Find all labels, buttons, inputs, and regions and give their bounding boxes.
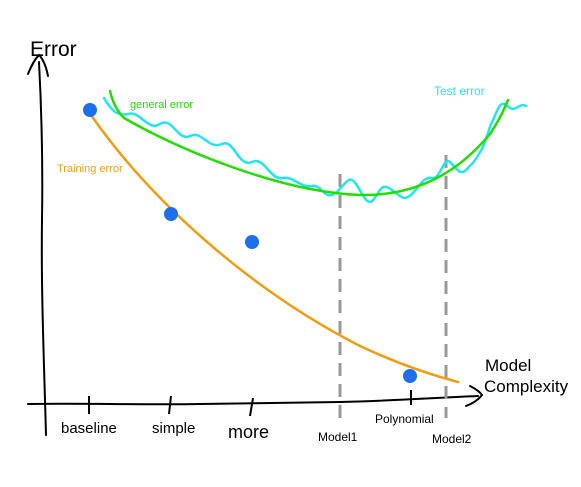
x-axis-label-line2: Complexity [484, 377, 569, 396]
x-axis-arrowhead [465, 385, 484, 407]
x-axis [27, 395, 479, 406]
training-error-label: Training error [57, 163, 123, 175]
y-axis-label: Error [30, 38, 77, 61]
data-point-polynomial [403, 369, 417, 383]
test-error-curve [102, 96, 528, 203]
x-tick-label-baseline: baseline [61, 420, 117, 437]
test-error-label: Test error [434, 84, 485, 98]
reference-label-model1: Model1 [318, 430, 358, 444]
training-error-curve [89, 113, 460, 384]
x-axis-label-line1: Model [485, 356, 531, 375]
general-error-curve [108, 89, 510, 197]
general-error-label: general error [130, 99, 193, 111]
data-point-more [245, 235, 259, 249]
data-point-baseline [83, 103, 97, 117]
x-tick-simple [168, 395, 172, 415]
x-tick-label-simple: simple [152, 420, 195, 437]
reference-label-model2: Model2 [432, 432, 472, 446]
x-tick-more [249, 397, 254, 417]
y-axis-arrowhead [27, 53, 49, 77]
x-tick-label-more: more [228, 422, 269, 442]
y-axis [38, 61, 47, 436]
x-tick-label-polynomial: Polynomial [375, 412, 434, 426]
data-point-simple [164, 207, 178, 221]
